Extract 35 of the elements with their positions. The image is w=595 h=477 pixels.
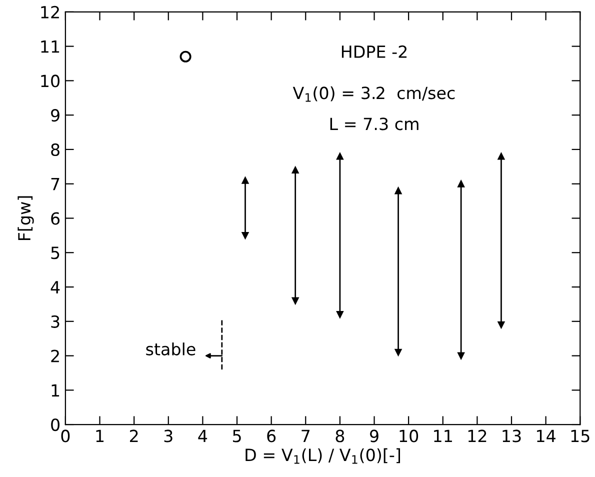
x-tick-label: 8 (336, 430, 344, 442)
y-tick-label: 4 (50, 281, 60, 294)
y-tick-label: 0 (51, 418, 60, 432)
x-tick-label: 9 (370, 430, 378, 442)
y-tick-label: 6 (51, 212, 60, 225)
x-tick-label: 14 (537, 430, 556, 442)
y-tick-label: 9 (51, 109, 60, 122)
y-tick-label: 3 (51, 315, 60, 328)
y-axis-title: F[gw] (18, 196, 34, 240)
x-tick-label: 5 (232, 430, 241, 442)
x-tick-label: 4 (198, 430, 208, 442)
x-tick-label: 12 (468, 430, 486, 442)
x-axis-title: D = V$_{1}$(L) / V$_{1}$(0)[-] (246, 448, 400, 464)
x-tick-label: 10 (400, 430, 418, 442)
x-tick-label: 7 (302, 430, 310, 442)
y-tick-label: 8 (51, 143, 60, 156)
x-tick-label: 13 (502, 430, 521, 442)
y-tick-label: 5 (51, 246, 60, 260)
x-tick-label: 0 (61, 430, 70, 442)
y-tick-label: 11 (41, 40, 60, 53)
annotation: stable (146, 342, 196, 356)
annotation: L = 7.3 cm (330, 118, 418, 130)
annotation: V$_{1}$(0) = 3.2 cm/sec (292, 86, 455, 102)
x-tick-label: 6 (267, 430, 276, 442)
annotation: HDPE -2 (342, 45, 407, 58)
x-tick-label: 1 (96, 430, 104, 442)
y-tick-label: 1 (52, 384, 60, 396)
x-tick-label: 15 (571, 430, 590, 442)
x-tick-label: 11 (434, 430, 452, 442)
x-tick-label: 3 (164, 430, 172, 442)
y-tick-label: 2 (51, 350, 59, 362)
y-tick-label: 7 (51, 178, 60, 190)
x-tick-label: 2 (130, 430, 138, 442)
y-tick-label: 12 (41, 6, 59, 18)
y-tick-label: 10 (41, 74, 60, 88)
